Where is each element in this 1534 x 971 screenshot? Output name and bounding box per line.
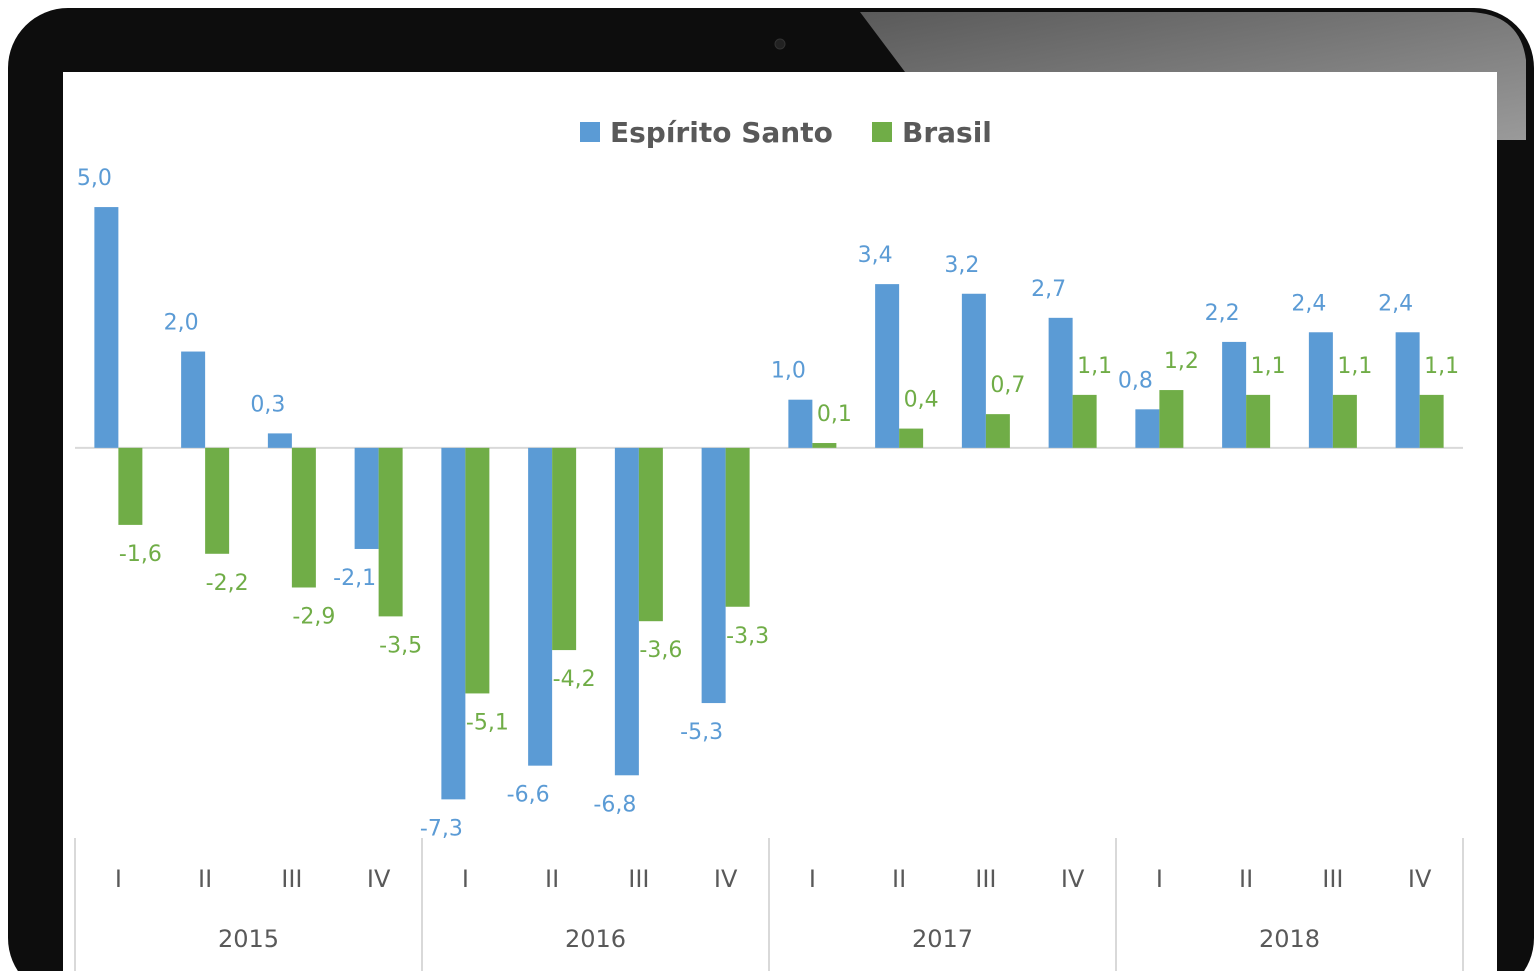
- x-tick-label: III: [1322, 865, 1343, 893]
- bar: [1308, 332, 1333, 448]
- data-label: -5,3: [680, 720, 723, 745]
- x-tick-label: IV: [367, 865, 391, 893]
- data-label: 2,2: [1205, 301, 1240, 326]
- x-tick-label: II: [545, 865, 559, 893]
- bar: [638, 447, 663, 622]
- bar: [961, 293, 986, 448]
- bar: [1135, 409, 1160, 448]
- data-label: 1,2: [1164, 349, 1199, 374]
- data-label: 5,0: [77, 166, 112, 191]
- data-label: 2,4: [1378, 291, 1413, 316]
- data-label: -3,3: [726, 624, 769, 649]
- data-label: -6,8: [593, 792, 636, 817]
- legend-swatch: [580, 122, 600, 142]
- bar: [875, 284, 900, 448]
- data-label: 3,4: [858, 243, 893, 268]
- x-tick-label: IV: [1408, 865, 1432, 893]
- x-tick-label: II: [892, 865, 906, 893]
- x-tick-label: II: [1239, 865, 1253, 893]
- data-label: 1,0: [771, 359, 806, 384]
- data-label: -2,9: [292, 604, 335, 629]
- bar: [1222, 341, 1247, 448]
- data-label: -7,3: [420, 816, 463, 841]
- x-tick-label: IV: [1061, 865, 1085, 893]
- bar: [441, 447, 466, 800]
- data-label: -1,6: [119, 542, 162, 567]
- group-label: 2015: [218, 925, 279, 953]
- data-label: 1,1: [1251, 354, 1286, 379]
- group-label: 2016: [565, 925, 626, 953]
- bar: [465, 447, 490, 694]
- bar: [267, 433, 292, 448]
- group-label: 2017: [912, 925, 973, 953]
- x-tick-label: III: [628, 865, 649, 893]
- data-label: -6,6: [507, 783, 550, 808]
- data-label: -2,2: [206, 571, 249, 596]
- bar: [1332, 394, 1357, 448]
- group-label: 2018: [1259, 925, 1320, 953]
- legend-swatch: [872, 122, 892, 142]
- bar: [985, 414, 1010, 448]
- bar: [205, 447, 230, 554]
- bar: [701, 447, 726, 704]
- screen: [63, 72, 1497, 971]
- data-label: 1,1: [1424, 354, 1459, 379]
- x-tick-label: II: [198, 865, 212, 893]
- data-label: -5,1: [466, 710, 509, 735]
- chart: Espírito Santo Brasil 5,0 2,0 0,3 -2,1 -7,3 -6,…: [74, 116, 1464, 971]
- legend-label: Espírito Santo: [610, 116, 833, 149]
- bar: [614, 447, 639, 776]
- bar: [725, 447, 750, 607]
- x-tick-label: IV: [714, 865, 738, 893]
- bar: [94, 207, 119, 448]
- x-tick-label: III: [975, 865, 996, 893]
- data-label: 0,3: [250, 392, 285, 417]
- data-label: 0,4: [904, 388, 939, 413]
- data-label: 2,0: [164, 311, 199, 336]
- x-tick-label: I: [1156, 865, 1163, 893]
- x-tick-label: I: [809, 865, 816, 893]
- data-label: 0,8: [1118, 368, 1153, 393]
- bar: [1072, 394, 1097, 448]
- data-label: -3,5: [379, 633, 422, 658]
- bar: [528, 447, 553, 766]
- bar: [812, 443, 837, 448]
- bar: [291, 447, 316, 588]
- bar: [354, 447, 379, 549]
- bar: [378, 447, 403, 617]
- data-label: 2,7: [1031, 277, 1066, 302]
- x-tick-label: I: [115, 865, 122, 893]
- bar: [552, 447, 577, 651]
- bar: [1395, 332, 1420, 448]
- bar: [1048, 317, 1073, 448]
- bar: [899, 428, 924, 448]
- data-label: 0,7: [990, 373, 1025, 398]
- data-label: -3,6: [639, 638, 682, 663]
- data-label: 1,1: [1077, 354, 1112, 379]
- data-label: 2,4: [1291, 291, 1326, 316]
- legend-label: Brasil: [902, 116, 992, 149]
- bar: [788, 399, 813, 448]
- bar: [1159, 390, 1184, 448]
- bar: [1246, 394, 1271, 448]
- data-label: -4,2: [553, 667, 596, 692]
- data-label: -2,1: [333, 566, 376, 591]
- bezel-reflection: [860, 12, 1526, 140]
- bar: [1419, 394, 1444, 448]
- bar: [181, 351, 206, 448]
- camera: [774, 38, 786, 50]
- x-tick-label: III: [281, 865, 302, 893]
- data-label: 0,1: [817, 402, 852, 427]
- data-label: 1,1: [1337, 354, 1372, 379]
- x-tick-label: I: [462, 865, 469, 893]
- bar: [118, 447, 143, 525]
- data-label: 3,2: [944, 253, 979, 278]
